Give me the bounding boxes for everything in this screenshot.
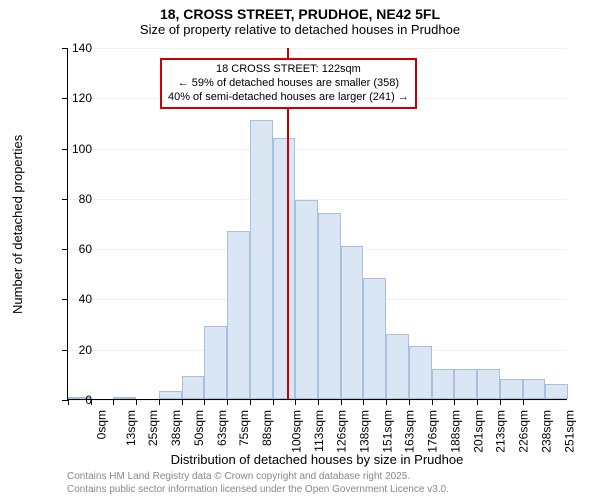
y-gridline: [68, 48, 567, 49]
histogram-bar: [386, 334, 409, 399]
x-tick: [204, 399, 205, 405]
y-tick-label: 0: [62, 393, 92, 407]
x-tick-label: 0sqm: [94, 410, 108, 439]
x-tick: [182, 399, 183, 405]
histogram-bar: [341, 246, 364, 399]
x-tick-label: 238sqm: [540, 410, 554, 453]
histogram-bar: [113, 397, 136, 400]
y-tick-label: 140: [62, 41, 92, 55]
x-tick-label: 251sqm: [562, 410, 576, 453]
x-tick-label: 50sqm: [192, 410, 206, 446]
x-tick: [318, 399, 319, 405]
x-tick-label: 151sqm: [380, 410, 394, 453]
x-tick-label: 176sqm: [426, 410, 440, 453]
x-tick-label: 188sqm: [449, 410, 463, 453]
chart-title-line1: 18, CROSS STREET, PRUDHOE, NE42 5FL: [0, 6, 600, 22]
x-tick-label: 213sqm: [494, 410, 508, 453]
x-tick: [409, 399, 410, 405]
y-tick-label: 120: [62, 91, 92, 105]
histogram-bar: [204, 326, 227, 399]
histogram-bar: [182, 376, 205, 399]
x-tick-label: 75sqm: [237, 410, 251, 446]
histogram-bar: [295, 200, 318, 399]
x-tick-label: 100sqm: [290, 410, 304, 453]
x-tick: [273, 399, 274, 405]
x-tick: [295, 399, 296, 405]
x-tick: [454, 399, 455, 405]
y-tick-label: 80: [62, 192, 92, 206]
x-tick: [477, 399, 478, 405]
x-tick-label: 226sqm: [517, 410, 531, 453]
histogram-bar: [363, 278, 386, 399]
chart-title-block: 18, CROSS STREET, PRUDHOE, NE42 5FL Size…: [0, 0, 600, 37]
footer-line-1: Contains HM Land Registry data © Crown c…: [67, 470, 449, 483]
y-tick-label: 40: [62, 292, 92, 306]
x-tick: [523, 399, 524, 405]
x-tick: [341, 399, 342, 405]
histogram-bar: [477, 369, 500, 399]
y-tick-label: 20: [62, 343, 92, 357]
x-tick-label: 25sqm: [146, 410, 160, 446]
x-tick-label: 163sqm: [403, 410, 417, 453]
annotation-line: 18 CROSS STREET: 122sqm: [168, 63, 409, 77]
x-tick: [386, 399, 387, 405]
annotation-box: 18 CROSS STREET: 122sqm← 59% of detached…: [160, 58, 417, 109]
histogram-bar: [545, 384, 568, 399]
x-tick: [250, 399, 251, 405]
x-tick: [227, 399, 228, 405]
x-axis-title: Distribution of detached houses by size …: [67, 452, 567, 467]
y-axis-title: Number of detached properties: [10, 134, 25, 313]
annotation-line: ← 59% of detached houses are smaller (35…: [168, 77, 409, 91]
x-tick: [432, 399, 433, 405]
x-tick-label: 138sqm: [358, 410, 372, 453]
x-tick: [159, 399, 160, 405]
chart-footer: Contains HM Land Registry data © Crown c…: [67, 470, 449, 496]
histogram-bar: [409, 346, 432, 399]
x-tick-label: 63sqm: [215, 410, 229, 446]
histogram-bar: [227, 231, 250, 399]
x-tick-label: 113sqm: [311, 410, 325, 452]
plot-area: 18 CROSS STREET: 122sqm← 59% of detached…: [67, 48, 567, 400]
y-tick-label: 60: [62, 242, 92, 256]
x-tick: [136, 399, 137, 405]
x-tick-label: 38sqm: [169, 410, 183, 446]
x-tick: [363, 399, 364, 405]
footer-line-2: Contains public sector information licen…: [67, 483, 449, 496]
histogram-bar: [454, 369, 477, 399]
x-tick-label: 126sqm: [335, 410, 349, 453]
histogram-bar: [523, 379, 546, 399]
chart-title-line2: Size of property relative to detached ho…: [0, 22, 600, 37]
property-size-histogram: 18, CROSS STREET, PRUDHOE, NE42 5FL Size…: [0, 0, 600, 500]
histogram-bar: [250, 120, 273, 399]
histogram-bar: [318, 213, 341, 399]
x-tick: [113, 399, 114, 405]
x-tick-label: 201sqm: [471, 410, 485, 453]
y-tick-label: 100: [62, 142, 92, 156]
histogram-bar: [159, 391, 182, 399]
histogram-bar: [273, 138, 296, 399]
annotation-line: 40% of semi-detached houses are larger (…: [168, 91, 409, 105]
y-gridline: [68, 149, 567, 150]
x-tick-label: 13sqm: [124, 410, 138, 446]
x-tick: [500, 399, 501, 405]
histogram-bar: [500, 379, 523, 399]
histogram-bar: [432, 369, 455, 399]
x-tick-label: 88sqm: [260, 410, 274, 446]
